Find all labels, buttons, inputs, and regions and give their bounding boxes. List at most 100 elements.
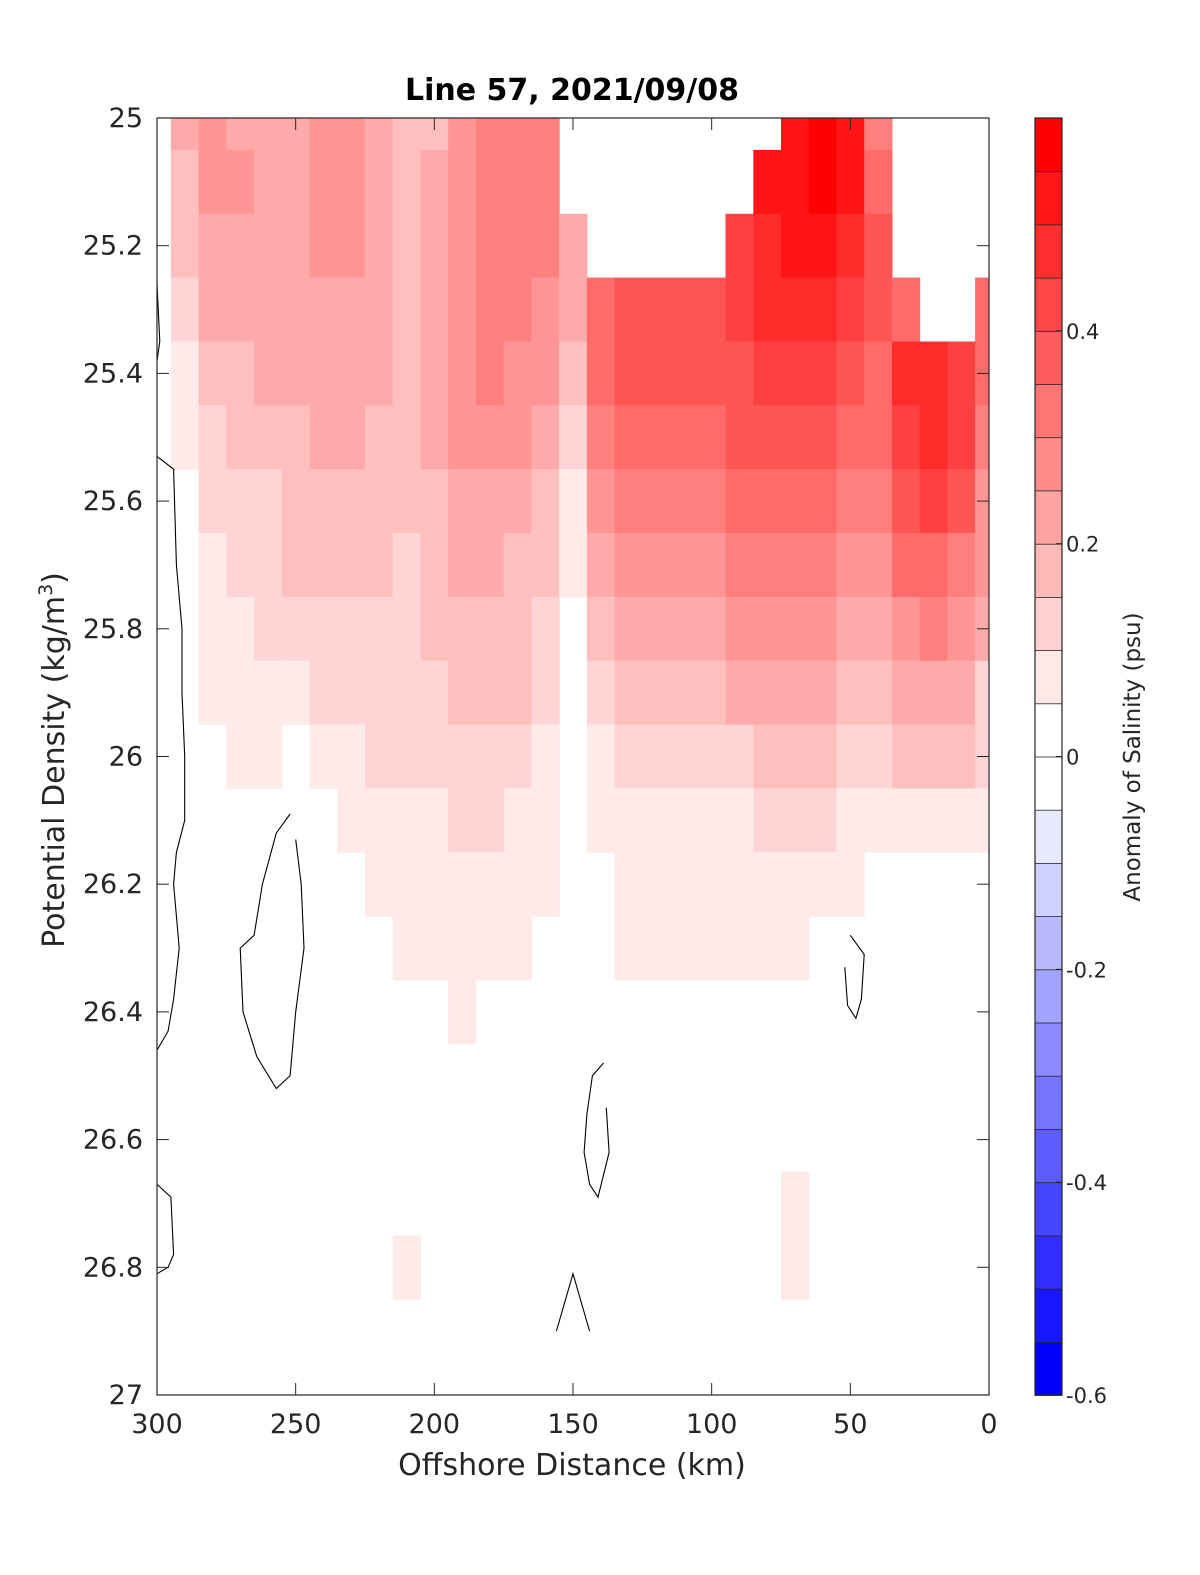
anomaly-cell bbox=[670, 596, 699, 662]
anomaly-cell bbox=[864, 469, 893, 534]
anomaly-cell bbox=[392, 724, 421, 790]
anomaly-cell bbox=[254, 213, 283, 279]
anomaly-cell bbox=[365, 405, 394, 470]
x-tick-label: 300 bbox=[131, 1409, 183, 1440]
anomaly-cell bbox=[781, 341, 810, 406]
anomaly-cell bbox=[836, 149, 865, 215]
anomaly-cell bbox=[864, 118, 893, 151]
anomaly-cell bbox=[281, 469, 311, 534]
anomaly-cell bbox=[614, 596, 643, 662]
zero-contour bbox=[555, 1271, 591, 1332]
colorbar-swatch bbox=[1034, 170, 1063, 226]
y-axis-label-main: Potential Density (kg/m bbox=[37, 596, 72, 948]
anomaly-cell bbox=[448, 980, 477, 1045]
anomaly-cell bbox=[337, 788, 366, 853]
anomaly-cell bbox=[642, 341, 671, 406]
anomaly-cell bbox=[226, 277, 255, 343]
y-tick-label: 26.4 bbox=[83, 997, 143, 1028]
anomaly-cell bbox=[781, 277, 810, 343]
anomaly-cell bbox=[753, 596, 782, 662]
anomaly-cell bbox=[781, 1171, 810, 1236]
anomaly-cell bbox=[531, 660, 560, 726]
y-axis-label-close: ) bbox=[37, 572, 72, 584]
anomaly-cell bbox=[725, 788, 754, 853]
anomaly-cell bbox=[281, 341, 311, 406]
colorbar-tick-label: -0.2 bbox=[1066, 958, 1107, 982]
y-axis-ticks: 25 25.2 25.4 25.6 25.8 26 26.2 26.4 26.6 26.8 27 bbox=[83, 103, 989, 1411]
anomaly-cell bbox=[670, 916, 699, 981]
anomaly-cell bbox=[836, 724, 865, 790]
anomaly-cell bbox=[975, 405, 989, 470]
zero-contour bbox=[844, 934, 865, 1020]
anomaly-cell bbox=[614, 469, 643, 534]
anomaly-cell bbox=[281, 277, 311, 343]
anomaly-cell bbox=[670, 724, 699, 790]
colorbar-ticks: -0.6 -0.4 -0.2 0 0.2 0.4 bbox=[1056, 320, 1107, 1408]
anomaly-cell bbox=[365, 660, 394, 726]
zero-contour bbox=[157, 1183, 175, 1275]
anomaly-cell bbox=[503, 277, 532, 343]
anomaly-cell bbox=[891, 660, 921, 726]
anomaly-cell bbox=[337, 596, 366, 662]
anomaly-cell bbox=[420, 149, 449, 215]
anomaly-cell bbox=[614, 341, 643, 406]
anomaly-cell bbox=[337, 469, 366, 534]
anomaly-cell bbox=[365, 788, 394, 853]
anomaly-cell bbox=[753, 405, 782, 470]
anomaly-cell bbox=[614, 660, 643, 726]
anomaly-cell bbox=[531, 469, 560, 534]
anomaly-cell bbox=[365, 149, 394, 215]
anomaly-cell bbox=[919, 341, 948, 406]
anomaly-cell bbox=[864, 213, 893, 279]
anomaly-cell bbox=[725, 213, 754, 279]
anomaly-cell bbox=[919, 469, 948, 534]
anomaly-cell bbox=[281, 660, 311, 726]
anomaly-cell bbox=[392, 149, 421, 215]
anomaly-cell bbox=[392, 213, 421, 279]
anomaly-cell bbox=[448, 916, 477, 981]
anomaly-cell bbox=[392, 533, 421, 598]
x-tick-label: 200 bbox=[409, 1409, 461, 1440]
colorbar-swatch bbox=[1034, 1235, 1063, 1290]
anomaly-cell bbox=[475, 852, 505, 917]
anomaly-cell bbox=[753, 277, 782, 343]
anomaly-cell bbox=[226, 118, 255, 151]
colorbar-swatch bbox=[1034, 862, 1063, 918]
anomaly-cell bbox=[670, 469, 699, 534]
anomaly-cell bbox=[503, 149, 532, 215]
anomaly-cell bbox=[254, 724, 283, 790]
anomaly-cell bbox=[781, 213, 810, 279]
anomaly-cell bbox=[420, 405, 449, 470]
anomaly-cell bbox=[420, 852, 449, 917]
anomaly-cell bbox=[670, 660, 699, 726]
zero-contour-lines bbox=[157, 283, 865, 1332]
y-tick-label: 25.2 bbox=[83, 231, 143, 262]
anomaly-cell bbox=[697, 277, 727, 343]
anomaly-cell bbox=[309, 469, 338, 534]
anomaly-cell bbox=[891, 533, 921, 598]
anomaly-cell bbox=[503, 788, 532, 853]
anomaly-cell bbox=[947, 660, 976, 726]
anomaly-cell bbox=[836, 596, 865, 662]
anomaly-cell bbox=[864, 341, 893, 406]
anomaly-cell bbox=[781, 596, 810, 662]
anomaly-cell bbox=[503, 469, 532, 534]
anomaly-cell bbox=[448, 341, 477, 406]
anomaly-cell bbox=[947, 341, 976, 406]
anomaly-cell bbox=[975, 277, 989, 343]
anomaly-cell bbox=[281, 596, 311, 662]
anomaly-cell bbox=[725, 277, 754, 343]
anomaly-cell bbox=[836, 213, 865, 279]
anomaly-cell bbox=[642, 277, 671, 343]
anomaly-cell bbox=[670, 788, 699, 853]
anomaly-cell bbox=[697, 916, 727, 981]
anomaly-cell bbox=[670, 533, 699, 598]
anomaly-cell bbox=[226, 341, 255, 406]
anomaly-cell bbox=[947, 469, 976, 534]
anomaly-cell bbox=[947, 533, 976, 598]
anomaly-cell bbox=[864, 596, 893, 662]
anomaly-cell bbox=[586, 596, 616, 662]
anomaly-cell bbox=[947, 596, 976, 662]
anomaly-cell bbox=[808, 469, 837, 534]
